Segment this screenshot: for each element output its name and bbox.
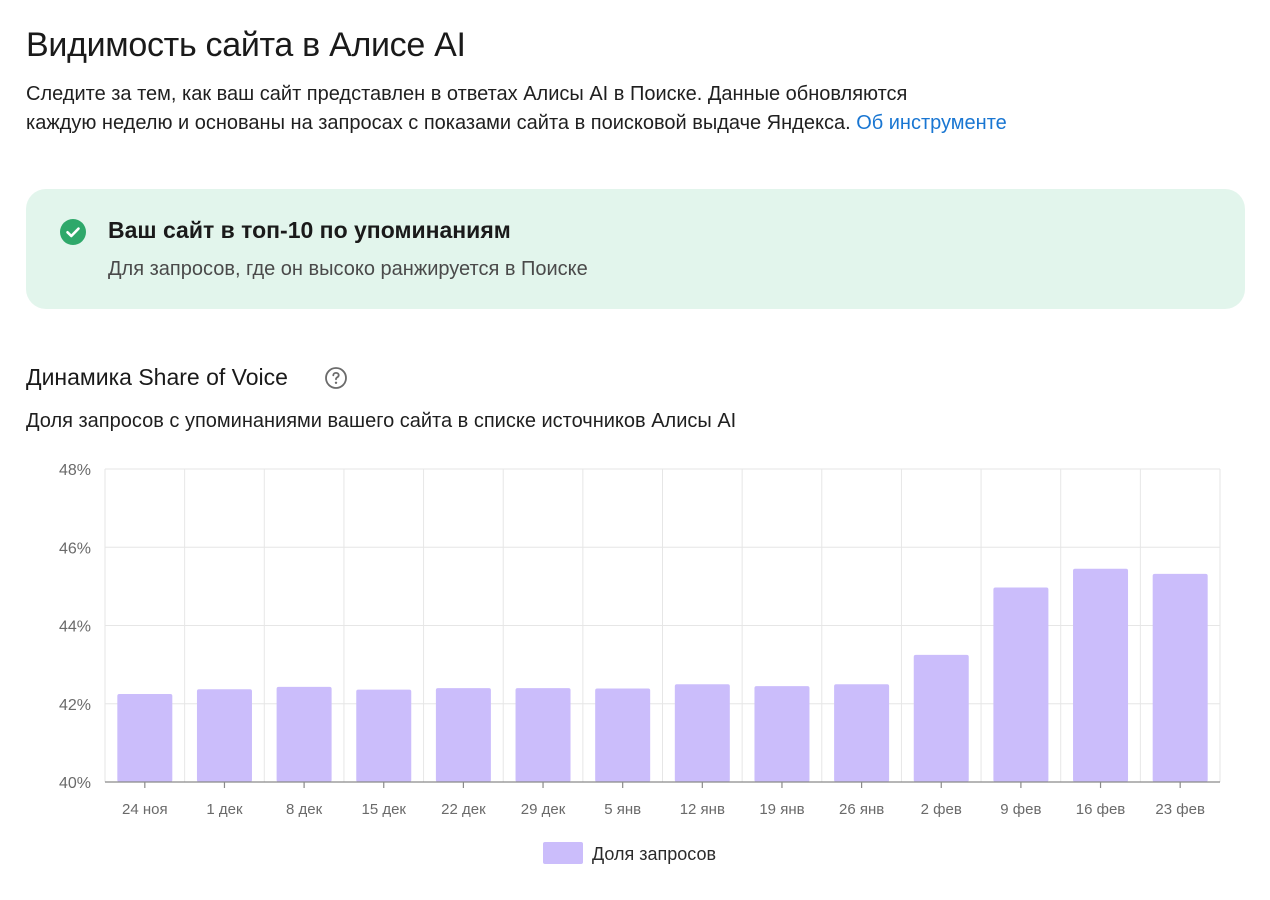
bar[interactable] xyxy=(515,688,571,782)
bar[interactable] xyxy=(674,684,730,782)
chart-axes xyxy=(105,781,1220,788)
bar[interactable] xyxy=(356,689,412,782)
x-tick-label: 24 ноя xyxy=(122,801,168,818)
intro-line-1: Следите за тем, как ваш сайт представлен… xyxy=(26,83,908,105)
bar[interactable] xyxy=(913,654,969,782)
intro-line-2: каждую неделю и основаны на запросах с п… xyxy=(26,109,1206,138)
section-title: Динамика Share of Voice xyxy=(26,364,288,390)
x-tick-label: 12 янв xyxy=(680,801,725,818)
x-tick-label: 23 фев xyxy=(1155,801,1205,818)
bar[interactable] xyxy=(754,686,810,782)
page-title: Видимость сайта в Алисе AI xyxy=(26,26,466,64)
legend-swatch[interactable] xyxy=(543,842,583,864)
legend-label[interactable]: Доля запросов xyxy=(592,844,716,864)
x-tick-label: 16 фев xyxy=(1076,801,1126,818)
bar[interactable] xyxy=(993,587,1049,782)
share-of-voice-chart: 40% 42% 44% 46% 48% 24 ноя 1 дек 8 дек 15 дек 22 … xyxy=(59,462,1221,864)
x-tick-label: 2 фев xyxy=(921,801,962,818)
y-tick-label: 44% xyxy=(59,619,91,636)
section-subtitle: Доля запросов с упоминаниями вашего сайт… xyxy=(26,410,737,432)
status-card-subtitle: Для запросов, где он высоко ранжируется … xyxy=(108,258,588,280)
y-tick-label: 40% xyxy=(59,775,91,792)
y-tick-label: 48% xyxy=(59,462,91,479)
chart-grid xyxy=(104,468,1221,782)
y-tick-label: 42% xyxy=(59,697,91,714)
bar[interactable] xyxy=(595,688,651,782)
status-card: Ваш сайт в топ-10 по упоминаниям Для зап… xyxy=(26,189,1245,309)
chart-tick-labels: 40% 42% 44% 46% 48% 24 ноя 1 дек 8 дек 15 дек 22 … xyxy=(59,462,1205,818)
about-tool-link[interactable]: Об инструменте xyxy=(856,112,1007,134)
bar[interactable] xyxy=(435,688,491,782)
x-tick-label: 15 дек xyxy=(361,801,406,818)
check-circle-icon xyxy=(60,219,86,245)
x-tick-label: 9 фев xyxy=(1000,801,1041,818)
x-tick-label: 5 янв xyxy=(604,801,641,818)
intro-text: Следите за тем, как ваш сайт представлен… xyxy=(26,80,1206,138)
bar[interactable] xyxy=(196,689,252,782)
bar[interactable] xyxy=(1152,573,1208,782)
x-tick-label: 8 дек xyxy=(286,801,323,818)
bar[interactable] xyxy=(117,693,173,782)
chart-legend: Доля запросов xyxy=(543,842,716,864)
intro-line-2-text: каждую неделю и основаны на запросах с п… xyxy=(26,112,851,134)
question-circle-icon[interactable] xyxy=(324,366,348,390)
x-tick-label: 26 янв xyxy=(839,801,884,818)
chart-bars xyxy=(117,568,1208,782)
bar[interactable] xyxy=(276,686,332,782)
bar[interactable] xyxy=(1073,568,1129,782)
bar[interactable] xyxy=(834,684,890,782)
x-tick-label: 19 янв xyxy=(759,801,804,818)
x-tick-label: 29 дек xyxy=(521,801,566,818)
y-tick-label: 46% xyxy=(59,540,91,557)
x-tick-label: 1 дек xyxy=(206,801,243,818)
status-card-title: Ваш сайт в топ-10 по упоминаниям xyxy=(108,217,511,243)
x-tick-label: 22 дек xyxy=(441,801,486,818)
